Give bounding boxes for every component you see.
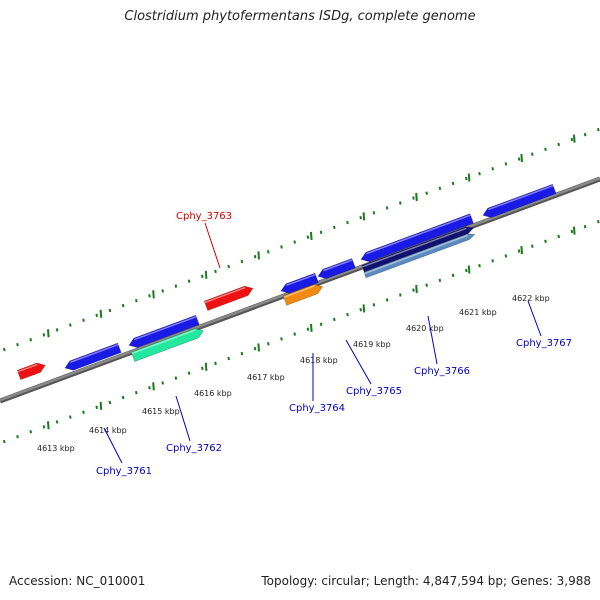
gene-label-text[interactable]: Cphy_3762 (166, 443, 222, 454)
feature-orange-cphy3764[interactable] (282, 282, 324, 306)
gene-label-cphy3766[interactable]: Cphy_3766 (414, 315, 470, 377)
gene-label-cphy3763[interactable]: Cphy_3763 (176, 211, 232, 269)
genome-summary-text: Topology: circular; Length: 4,847,594 bp… (261, 574, 591, 588)
gene-label-text[interactable]: Cphy_3767 (516, 338, 572, 349)
gene-label-text[interactable]: Cphy_3764 (289, 403, 345, 414)
gene-label-cphy3767[interactable]: Cphy_3767 (516, 300, 572, 349)
feature-blue-cphy3761[interactable] (63, 342, 122, 373)
feature-blue-5[interactable] (359, 213, 474, 264)
scale-label: 4617 kbp (247, 373, 285, 382)
scale-label: 4613 kbp (37, 444, 75, 453)
feature-navy-cphy3766[interactable] (361, 224, 475, 273)
accession-text: Accession: NC_010001 (9, 574, 146, 588)
scale-label: 4620 kbp (406, 324, 444, 333)
gene-label-text[interactable]: Cphy_3765 (346, 386, 402, 397)
map-title: Clostridium phytofermentans ISDg, comple… (124, 9, 476, 24)
gene-label-cphy3764[interactable]: Cphy_3764 (289, 353, 345, 414)
feature-green-cphy3762[interactable] (130, 326, 205, 362)
gene-label-cphy3761[interactable]: Cphy_3761 (96, 427, 152, 477)
scale-label: 4614 kbp (89, 426, 127, 435)
feature-blue-cphy3767[interactable] (481, 183, 557, 220)
feature-blue-2[interactable] (127, 314, 200, 350)
scale-label: 4622 kbp (512, 294, 550, 303)
scale-label: 4615 kbp (142, 407, 180, 416)
feature-red-1[interactable] (16, 361, 47, 381)
scale-label: 4618 kbp (300, 356, 338, 365)
feature-steel-cphy3765[interactable] (363, 232, 476, 279)
scale-label: 4619 kbp (353, 340, 391, 349)
gene-label-cphy3765[interactable]: Cphy_3765 (345, 339, 402, 397)
gene-label-text[interactable]: Cphy_3761 (96, 466, 152, 477)
scale-label: 4616 kbp (194, 389, 232, 398)
feature-blue-3[interactable] (279, 272, 319, 296)
feature-blue-4[interactable] (316, 258, 356, 281)
scale-label: 4621 kbp (459, 308, 497, 317)
lower-tick-track (3, 220, 600, 444)
upper-tick-track (3, 128, 600, 352)
gene-label-text[interactable]: Cphy_3763 (176, 211, 232, 222)
feature-red-cphy3763[interactable] (203, 284, 254, 311)
gene-label-cphy3762[interactable]: Cphy_3762 (166, 395, 222, 454)
gene-label-text[interactable]: Cphy_3766 (414, 366, 470, 377)
